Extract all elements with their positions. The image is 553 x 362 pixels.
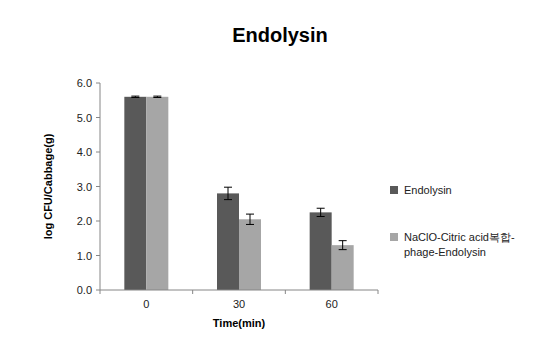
error-bar (224, 187, 232, 199)
x-tick (285, 290, 286, 294)
x-tick-label: 60 (326, 298, 338, 310)
bar (239, 219, 261, 290)
y-tick (96, 221, 100, 222)
error-bar (317, 208, 325, 216)
x-axis (100, 290, 378, 291)
y-tick-label: 4.0 (77, 146, 92, 158)
y-tick (96, 83, 100, 84)
chart-root: Endolysin 0.0 1.0 2.0 3.0 4.0 5.0 6.0 0 30 60 Time(… (0, 0, 553, 362)
x-axis-label: Time(min) (213, 317, 266, 329)
error-cap (131, 97, 139, 98)
bar (310, 212, 332, 290)
x-tick (100, 290, 101, 294)
y-axis-label: log CFU/Cabbage(g) (42, 133, 54, 239)
y-tick-label: 3.0 (77, 181, 92, 193)
error-bar (131, 96, 139, 97)
legend-label: Endolysin (404, 183, 534, 198)
error-cap (317, 208, 325, 209)
error-stem (342, 241, 343, 250)
title: Endolysin (232, 24, 328, 46)
y-axis (100, 83, 101, 290)
bars (124, 96, 353, 290)
error-cap (224, 187, 232, 188)
error-cap (131, 96, 139, 97)
y-tick (96, 255, 100, 256)
error-cap (153, 96, 161, 97)
y-tick (96, 290, 100, 291)
x-tick (378, 290, 379, 294)
y-tick (96, 152, 100, 153)
error-stem (228, 187, 229, 199)
y-tick-label: 5.0 (77, 112, 92, 124)
x-tick (192, 290, 193, 294)
legend-label: NaClO-Citric acid복합-phage-Endolysin (404, 230, 534, 260)
y-tick-label: 6.0 (77, 77, 92, 89)
error-cap (246, 214, 254, 215)
error-cap (224, 199, 232, 200)
error-bar (339, 241, 347, 250)
legend-swatch (390, 233, 398, 241)
bar (146, 97, 168, 290)
error-cap (339, 240, 347, 241)
bar (332, 245, 354, 290)
y-tick-label: 2.0 (77, 215, 92, 227)
error-cap (317, 216, 325, 217)
bar (217, 193, 239, 290)
error-cap (339, 249, 347, 250)
error-stem (250, 214, 251, 224)
bar (124, 97, 146, 290)
y-tick-label: 0.0 (77, 284, 92, 296)
y-tick (96, 186, 100, 187)
error-cap (153, 97, 161, 98)
x-tick-label: 30 (233, 298, 245, 310)
legend-swatch (390, 186, 398, 194)
error-cap (246, 224, 254, 225)
y-tick-label: 1.0 (77, 250, 92, 262)
error-bar (246, 214, 254, 224)
x-tick-label: 0 (143, 298, 149, 310)
error-stem (320, 208, 321, 216)
y-tick (96, 117, 100, 118)
error-bar (153, 96, 161, 97)
chart-svg: Endolysin 0.0 1.0 2.0 3.0 4.0 5.0 6.0 0 30 60 Time(… (0, 0, 553, 362)
